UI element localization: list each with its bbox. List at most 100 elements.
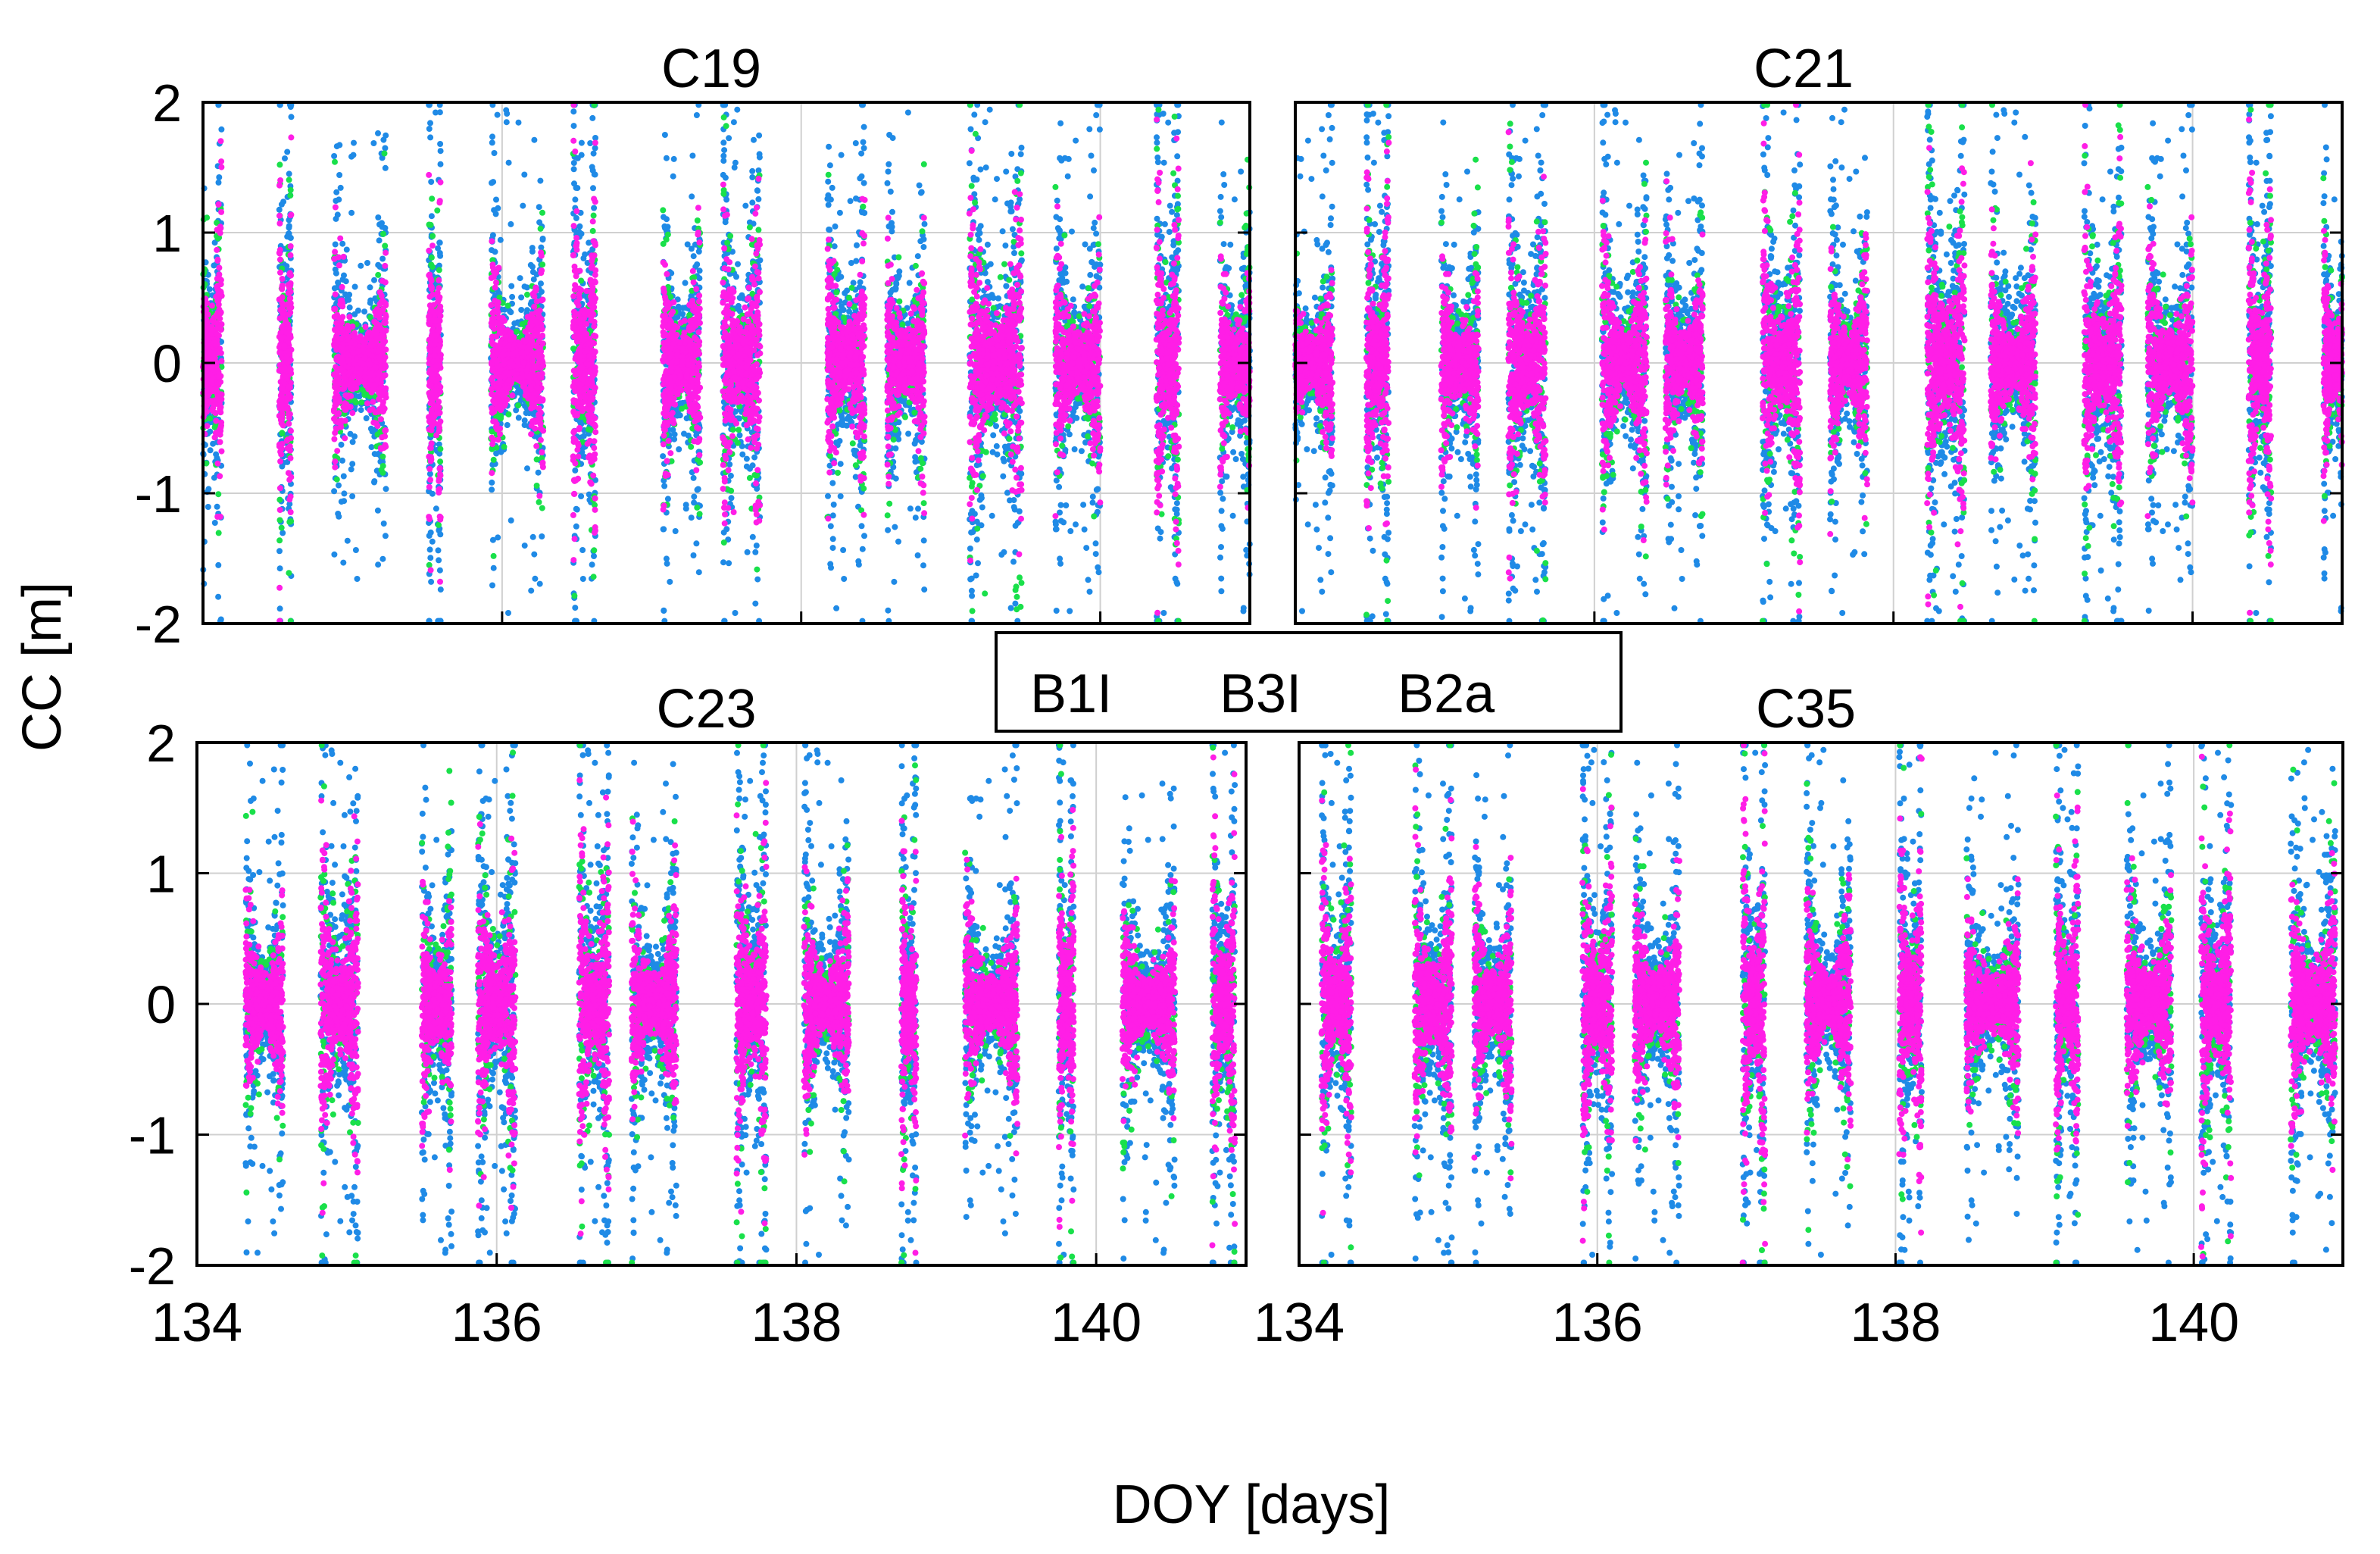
point-b2a [527,323,534,329]
point-b1i [361,308,368,315]
point-b2a [533,442,540,449]
point-b2a [280,379,287,386]
point-b1i [338,499,345,505]
point-b1i [489,486,495,493]
point-b3i [434,207,441,214]
point-b2a [539,296,546,303]
point-b2a [339,325,345,332]
point-b2a [489,238,495,245]
point-b2a [350,349,357,356]
point-b2a [436,277,442,283]
point-b2a [276,507,283,513]
point-b1i [343,246,350,253]
point-b3i [332,158,338,165]
point-b1i [494,111,501,118]
point-b2a [494,308,501,314]
point-b1i [375,214,382,220]
point-b2a [373,335,380,342]
point-b2a [437,514,444,521]
point-b1i [382,225,389,231]
point-b2a [537,436,544,443]
point-b1i [341,490,348,497]
point-b1i [367,284,373,291]
point-b2a [333,320,340,327]
point-b2a [281,364,288,371]
point-b1i [339,240,346,247]
point-b2a [533,298,540,305]
point-b2a [367,361,373,368]
point-b2a [218,164,225,170]
point-b2a [277,449,284,455]
point-b3i [533,456,540,463]
point-b2a [502,384,509,391]
point-b2a [382,372,389,379]
point-b3i [204,214,211,221]
point-b2a [535,327,542,334]
point-b2a [217,424,224,430]
point-b2a [493,279,499,286]
point-b1i [278,201,285,208]
point-b2a [379,434,386,441]
point-b2a [217,379,224,386]
point-b2a [344,325,351,332]
point-b2a [333,342,339,348]
point-b1i [427,134,434,141]
point-b1i [379,255,386,262]
point-b2a [333,375,340,382]
point-b2a [339,283,345,290]
point-b1i [348,209,355,216]
point-b2a [536,492,543,499]
point-b2a [277,458,284,464]
point-b2a [431,414,438,420]
point-b1i [591,205,598,211]
point-b2a [528,422,535,429]
point-b1i [505,159,512,166]
point-b2a [366,369,373,376]
point-b2a [349,410,356,416]
point-b2a [436,410,442,417]
point-b2a [287,212,294,219]
point-b2a [436,477,442,484]
point-b1i [344,537,351,544]
point-b2a [370,342,376,349]
point-b1i [536,580,543,587]
point-b3i [279,430,286,436]
point-b2a [490,356,497,363]
point-b2a [345,357,352,364]
point-b3i [539,505,545,511]
point-b2a [211,434,218,441]
point-b1i [436,109,443,116]
point-b1i [215,593,222,600]
point-b2a [284,324,291,331]
point-b3i [380,230,386,237]
point-b2a [335,353,342,360]
point-b3i [276,537,283,544]
point-b1i [380,521,387,527]
point-b2a [276,250,283,257]
point-b1i [379,220,385,227]
point-b1i [492,211,499,217]
point-b2a [436,294,443,301]
point-b1i [579,547,586,553]
point-b2a [216,264,223,271]
point-b1i [375,130,381,136]
point-b1i [433,505,439,512]
point-b3i [378,467,385,474]
point-b3i [381,150,388,157]
point-b3i [504,302,511,309]
point-b1i [574,185,581,192]
point-b2a [427,567,434,574]
point-b1i [427,555,434,561]
point-b2a [437,578,443,585]
point-b3i [287,186,294,193]
point-b1i [284,149,291,155]
point-b2a [433,403,439,410]
point-b2a [208,324,214,330]
point-b3i [519,320,526,327]
point-b1i [508,283,515,289]
point-b2a [339,320,345,327]
point-b1i [349,439,356,446]
point-b1i [591,553,597,559]
point-b2a [279,410,286,417]
point-b2a [536,355,542,361]
